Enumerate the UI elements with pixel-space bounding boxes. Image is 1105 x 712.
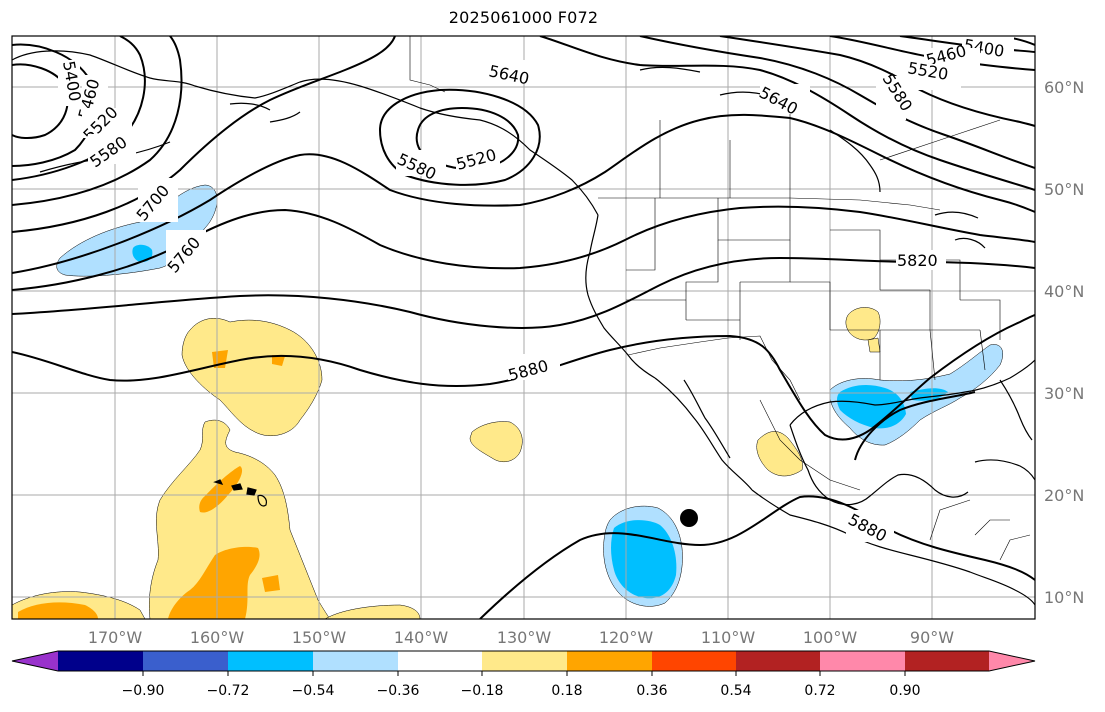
lat-label: 10°N (1044, 588, 1084, 607)
lon-label: 90°W (910, 628, 954, 647)
colorbar: −0.90 −0.72 −0.54 −0.36 −0.18 0.18 0.36 … (11, 650, 1036, 699)
lon-label: 110°W (701, 628, 756, 647)
map-frame (11, 35, 1036, 620)
colorbar-segment (482, 651, 567, 671)
colorbar-extend-right (989, 651, 1035, 671)
lon-label: 150°W (292, 628, 347, 647)
contour-labels: 5400 5460 5520 5580 5640 5580 5520 5700 … (58, 35, 1014, 546)
colorbar-tick-label: −0.90 (122, 683, 165, 699)
colorbar-tick-label: 0.90 (889, 683, 920, 699)
colorbar-segment (313, 651, 398, 671)
negative-anomaly-core (132, 244, 153, 263)
colorbar-segment (905, 651, 989, 671)
positive-anomaly-core (168, 546, 260, 619)
lon-label: 120°W (599, 628, 654, 647)
positive-anomaly-area (324, 604, 421, 619)
colorbar-tick-label: −0.18 (461, 683, 504, 699)
lat-label: 20°N (1044, 486, 1084, 505)
lat-label: 50°N (1044, 180, 1084, 199)
colorbar-tick-label: 0.18 (551, 683, 582, 699)
colorbar-segment (652, 651, 736, 671)
positive-anomaly-area (469, 421, 523, 463)
map-title: 2025061000 F072 (448, 8, 599, 27)
lat-label: 30°N (1044, 384, 1084, 403)
colorbar-tick-label: −0.54 (292, 683, 335, 699)
colorbar-tick-label: 0.54 (720, 683, 751, 699)
lon-label: 100°W (803, 628, 858, 647)
lon-label: 160°W (190, 628, 245, 647)
latitude-labels: 60°N 50°N 40°N 30°N 20°N 10°N (1044, 78, 1084, 607)
colorbar-tick-label: −0.72 (207, 683, 250, 699)
positive-anomaly-core (18, 602, 98, 619)
positive-anomaly-area (867, 337, 881, 353)
lon-label: 140°W (394, 628, 449, 647)
positive-anomaly-core (262, 575, 280, 592)
colorbar-segment (143, 651, 228, 671)
positive-anomaly-core (199, 466, 243, 513)
storm-center-dot (680, 509, 698, 527)
colorbar-tick-label: 0.72 (804, 683, 835, 699)
positive-anomaly-area (756, 431, 803, 477)
colorbar-segment (820, 651, 905, 671)
coastlines (12, 50, 1035, 606)
colorbar-extend-left (12, 651, 58, 671)
lon-label: 170°W (88, 628, 143, 647)
graticule (12, 36, 1035, 619)
contour-label: 5820 (897, 251, 938, 270)
colorbar-tick-label: 0.36 (636, 683, 667, 699)
longitude-labels: 170°W 160°W 150°W 140°W 130°W 120°W 110°… (88, 628, 954, 647)
positive-anomaly-area (149, 419, 331, 619)
colorbar-segment (736, 651, 820, 671)
positive-anomaly-core (272, 355, 285, 366)
positive-anomaly-area (845, 307, 881, 341)
lat-label: 40°N (1044, 282, 1084, 301)
lat-label: 60°N (1044, 78, 1084, 97)
colorbar-segment (567, 651, 652, 671)
lon-label: 130°W (497, 628, 552, 647)
colorbar-tick-label: −0.36 (377, 683, 420, 699)
colorbar-segment (58, 651, 143, 671)
colorbar-segment (228, 651, 313, 671)
colorbar-segment (398, 651, 482, 671)
